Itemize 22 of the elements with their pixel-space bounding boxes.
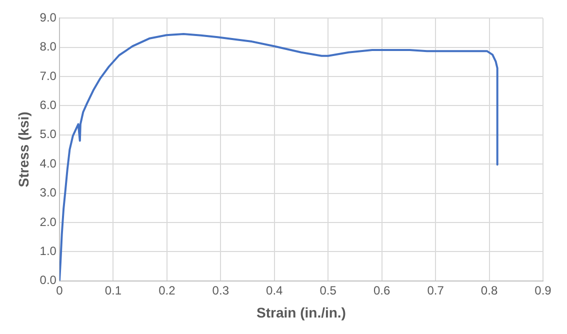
y-tick-label: 7.0 xyxy=(40,68,57,83)
x-tick-label: 0.7 xyxy=(427,283,444,298)
y-tick-label: 9.0 xyxy=(40,10,57,25)
y-tick-label: 5.0 xyxy=(40,127,57,142)
y-tick-label: 3.0 xyxy=(40,186,57,200)
x-tick-label: 0.2 xyxy=(158,283,176,298)
y-tick-label: 0.0 xyxy=(40,273,57,288)
y-tick-label: 4.0 xyxy=(40,156,57,170)
x-axis-title: Strain (in./in.) xyxy=(256,304,346,320)
x-tick-label: 0.9 xyxy=(534,283,552,298)
y-tick-label: 1.0 xyxy=(40,244,57,258)
x-tick-label: 0.8 xyxy=(480,283,498,298)
x-tick-label: 0.1 xyxy=(104,283,122,298)
x-tick-label: 0.3 xyxy=(212,283,230,298)
x-tick-label: 0.5 xyxy=(320,283,337,298)
x-tick-label: 0.6 xyxy=(373,283,390,298)
y-axis-title: Stress (ksi) xyxy=(15,112,32,188)
y-tick-label: 8.0 xyxy=(40,40,57,54)
y-tick-label: 6.0 xyxy=(40,98,57,112)
y-tick-label: 2.0 xyxy=(40,214,57,229)
x-tick-label: 0 xyxy=(56,283,64,298)
x-tick-label: 0.4 xyxy=(266,283,284,298)
